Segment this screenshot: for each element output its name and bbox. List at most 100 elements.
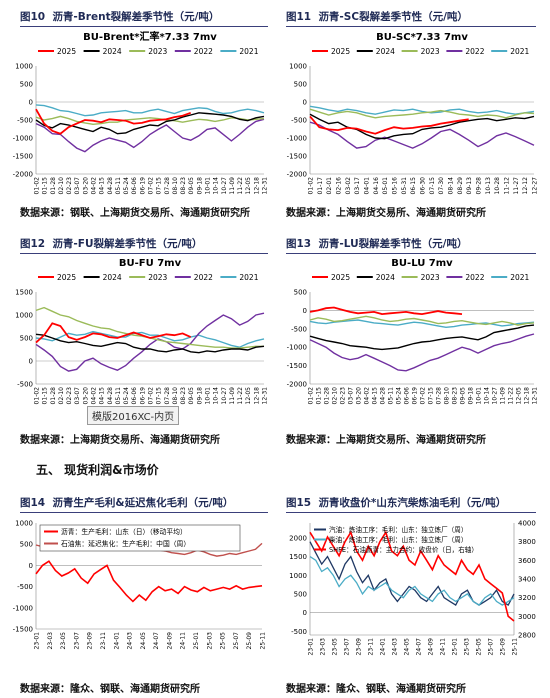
section-heading: 五、 现货利润&市场价 [36, 463, 159, 477]
series-line-2021 [35, 330, 265, 348]
series-line-0 [35, 560, 263, 603]
x-tick-label: 02-10 [332, 387, 339, 405]
legend-label: 汽油：炼油工序：毛利：山东：独立炼厂（周） [329, 525, 467, 534]
x-tick-label: 04-02 [91, 177, 98, 195]
x-tick-label: 07-15 [429, 177, 436, 195]
fig10-chart: BU-Brent*汇率*7.33 7mv 2025 2024 2023 2022 2021… [13, 30, 269, 195]
x-tick-label: 05-11 [115, 177, 122, 195]
x-tick-label: 05-24 [396, 387, 403, 405]
x-tick-label: 02-23 [66, 387, 73, 405]
x-tick-label: 25-07 [488, 638, 495, 656]
fig10-title-text: 沥青-Brent裂解差季节性（元/吨） [52, 11, 220, 23]
legend-label: 2021 [510, 273, 529, 282]
legend-label: 2022 [465, 273, 484, 282]
x-tick-label: 23-07 [73, 632, 80, 650]
x-tick-label: 10-27 [492, 387, 499, 405]
x-tick-label: 10-01 [476, 387, 483, 405]
legend-label: 2025 [57, 47, 76, 56]
x-tick-label: 11-09 [500, 387, 507, 405]
series-line-2022 [35, 118, 265, 153]
y-tick-label: -500 [291, 325, 307, 333]
legend-label: 2021 [510, 47, 529, 56]
x-tick-label: 01-28 [50, 177, 57, 195]
x-tick-label: 11-09 [229, 387, 236, 405]
x-tick-label: 10-27 [221, 177, 228, 195]
x-tick-label: 03-17 [354, 177, 361, 195]
x-tick-label: 01-02 [34, 387, 41, 405]
legend-label: 2022 [194, 47, 213, 56]
x-tick-label: 09-05 [188, 387, 195, 405]
y-tick-label: -500 [17, 381, 33, 389]
y-tick-label-left: 1000 [289, 572, 307, 580]
x-tick-label: 23-01 [308, 638, 315, 656]
x-tick-label: 07-02 [148, 177, 155, 195]
x-tick-label: 12-31 [262, 177, 269, 195]
x-tick-label: 06-06 [131, 387, 138, 405]
x-tick-label: 09-18 [196, 177, 203, 195]
fig12-title-text: 沥青-FU裂解差季节性（元/吨） [52, 238, 203, 250]
y-tick-label: -1000 [287, 344, 307, 352]
x-tick-label: 01-15 [42, 387, 49, 405]
y-tick-label: 500 [294, 289, 307, 297]
legend-label: 2021 [239, 47, 258, 56]
x-tick-label: 24-01 [380, 638, 387, 656]
legend-label: 2024 [103, 47, 122, 56]
x-tick-label: 25-01 [193, 632, 200, 650]
x-tick-label: 12-18 [253, 177, 260, 195]
x-tick-label: 24-09 [428, 638, 435, 656]
x-tick-label: 05-11 [388, 387, 395, 405]
x-tick-label: 06-15 [410, 177, 417, 195]
series-line-2025 [309, 306, 463, 316]
y-tick-label: 500 [20, 541, 33, 549]
x-tick-label: 23-05 [60, 632, 67, 650]
x-tick-label: 03-02 [345, 177, 352, 195]
fig14-label: 图14 [20, 497, 46, 509]
fig14-rule [20, 512, 268, 514]
x-tick-label: 01-02 [34, 177, 41, 195]
series-line-2023 [309, 315, 535, 326]
x-tick-label: 10-01 [205, 177, 212, 195]
x-tick-label: 25-01 [452, 638, 459, 656]
y-tick-label: 0 [303, 307, 307, 315]
x-tick-label: 25-11 [260, 632, 267, 650]
y-tick-label: 1000 [289, 63, 307, 71]
fig12-chart: BU-FU 7mv 2025 2024 2023 2022 2021 1500 1000 500… [15, 258, 268, 405]
x-tick-label: 06-30 [420, 177, 427, 195]
series-line-2024 [309, 324, 535, 351]
x-tick-label: 24-03 [127, 632, 134, 650]
y-tick-label: -1000 [287, 135, 307, 143]
x-tick-label: 12-31 [532, 387, 539, 405]
x-tick-label: 07-15 [156, 387, 163, 405]
series-line-2021 [35, 104, 265, 117]
series-line-2025 [35, 108, 192, 135]
x-tick-label: 08-14 [448, 177, 455, 195]
x-tick-label: 05-01 [382, 177, 389, 195]
fig12-label: 图12 [20, 238, 46, 250]
x-tick-label: 11-22 [237, 387, 244, 405]
x-tick-label: 25-07 [233, 632, 240, 650]
x-tick-label: 01-02 [308, 177, 315, 195]
x-tick-label: 10-28 [494, 177, 501, 195]
x-tick-label: 02-23 [66, 177, 73, 195]
fig14-title: 图14 沥青生产毛利&延迟焦化毛利（元/吨） [20, 495, 233, 510]
y-tick-label-right: 3000 [518, 613, 536, 621]
chart-title: BU-SC*7.33 7mv [376, 32, 468, 43]
y-tick-label: -1500 [13, 153, 33, 161]
fig15-source: 数据来源：隆众、钢联、海通期货研究所 [286, 684, 466, 695]
x-tick-label: 06-06 [404, 387, 411, 405]
x-tick-label: 04-28 [107, 387, 114, 405]
fig15-chart: 2000 1500 1000 500 0 -500 4000 3800 3600 3400 3200… [289, 520, 536, 656]
x-tick-label: 23-11 [100, 632, 107, 650]
x-tick-label: 01-28 [324, 387, 331, 405]
series-line-2021 [309, 319, 535, 329]
x-tick-label: 24-05 [404, 638, 411, 656]
series-line-2022 [35, 312, 265, 372]
x-tick-label: 08-29 [457, 177, 464, 195]
y-tick-label-left: 2000 [289, 534, 307, 542]
x-tick-label: 05-31 [401, 177, 408, 195]
x-tick-label: 11-27 [513, 177, 520, 195]
fig10-title: 图10 沥青-Brent裂解差季节性（元/吨） [20, 9, 219, 24]
fig13-title: 图13 沥青-LU裂解差季节性（元/吨） [286, 236, 467, 251]
template-label: 模版2016XC-内页 [87, 406, 180, 425]
x-tick-label: 02-10 [58, 387, 65, 405]
